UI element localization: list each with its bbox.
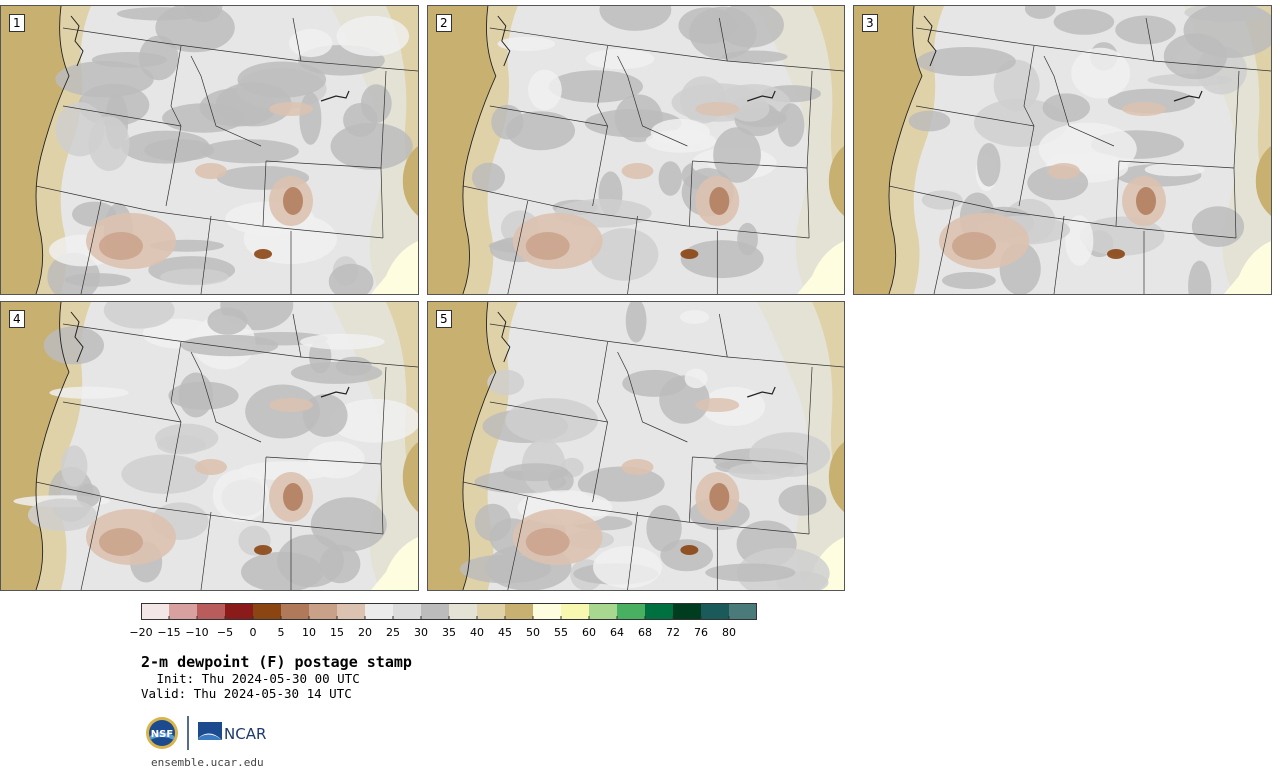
- colorbar-swatch: [337, 603, 365, 620]
- dewpoint-map: [854, 6, 1271, 294]
- colorbar-swatch: [477, 603, 505, 620]
- nsf-logo-icon: NSF: [146, 717, 178, 749]
- logos: NSF NCAR: [144, 714, 274, 752]
- website-url: ensemble.ucar.edu: [151, 756, 264, 769]
- colorbar-tick-label: 80: [722, 626, 736, 639]
- colorbar-swatch: [197, 603, 225, 620]
- colorbar: [141, 603, 757, 620]
- colorbar-swatch: [701, 603, 729, 620]
- colorbar-swatch: [225, 603, 253, 620]
- member-number-label: 4: [9, 310, 25, 328]
- colorbar-swatch: [533, 603, 561, 620]
- colorbar-swatch: [645, 603, 673, 620]
- colorbar-swatch: [449, 603, 477, 620]
- colorbar-tick-label: −10: [185, 626, 209, 639]
- colorbar-tick-label: 68: [638, 626, 652, 639]
- ncar-logo-icon: NCAR: [198, 722, 266, 743]
- colorbar-tick-label: 30: [414, 626, 428, 639]
- init-time: Init: Thu 2024-05-30 00 UTC: [149, 671, 360, 686]
- colorbar-tick-label: 10: [302, 626, 316, 639]
- colorbar-tick-label: −5: [216, 626, 234, 639]
- colorbar-tick-label: 15: [330, 626, 344, 639]
- ensemble-member-panel: 5: [427, 301, 845, 591]
- colorbar-tick-label: 40: [470, 626, 484, 639]
- colorbar-tick-label: −15: [157, 626, 181, 639]
- dewpoint-map: [1, 302, 418, 590]
- colorbar-tick-label: 64: [610, 626, 624, 639]
- colorbar-tick-label: 60: [582, 626, 596, 639]
- member-number-label: 1: [9, 14, 25, 32]
- colorbar-tick-label: 50: [526, 626, 540, 639]
- ensemble-member-panel: 2: [427, 5, 845, 295]
- colorbar-tick-label: 72: [666, 626, 680, 639]
- colorbar-tick-label: 5: [277, 626, 285, 639]
- svg-text:NSF: NSF: [151, 729, 173, 740]
- colorbar-tick-label: 35: [442, 626, 456, 639]
- colorbar-swatch: [617, 603, 645, 620]
- member-number-label: 2: [436, 14, 452, 32]
- colorbar-swatch: [309, 603, 337, 620]
- colorbar-tick-label: 0: [249, 626, 257, 639]
- colorbar-tick-labels: −20 −15 −10 −5 0 5 10 15 20 25 30 35 40 45 50 55 60 64 68 7…: [129, 626, 781, 640]
- figure-title: 2-m dewpoint (F) postage stamp: [141, 653, 412, 671]
- colorbar-swatch: [505, 603, 533, 620]
- colorbar-swatch: [729, 603, 757, 620]
- member-number-label: 5: [436, 310, 452, 328]
- ensemble-member-panel: 3: [853, 5, 1272, 295]
- colorbar-tick-label: 20: [358, 626, 372, 639]
- ensemble-member-panel: 4: [0, 301, 419, 591]
- colorbar-swatch: [253, 603, 281, 620]
- dewpoint-map: [1, 6, 418, 294]
- colorbar-swatch: [281, 603, 309, 620]
- colorbar-swatch: [673, 603, 701, 620]
- colorbar-swatch: [561, 603, 589, 620]
- valid-time: Valid: Thu 2024-05-30 14 UTC: [141, 686, 352, 701]
- colorbar-tick-label: 25: [386, 626, 400, 639]
- dewpoint-map: [428, 6, 844, 294]
- dewpoint-map: [428, 302, 844, 590]
- colorbar-swatch: [169, 603, 197, 620]
- colorbar-swatch: [421, 603, 449, 620]
- colorbar-tick-label: −20: [129, 626, 153, 639]
- member-number-label: 3: [862, 14, 878, 32]
- colorbar-tick-label: 45: [498, 626, 512, 639]
- colorbar-tick-label: 55: [554, 626, 568, 639]
- svg-text:NCAR: NCAR: [224, 725, 266, 743]
- colorbar-tick-label: 76: [694, 626, 708, 639]
- colorbar-swatch: [365, 603, 393, 620]
- colorbar-swatch: [141, 603, 169, 620]
- colorbar-swatch: [589, 603, 617, 620]
- colorbar-swatch: [393, 603, 421, 620]
- ensemble-member-panel: 1: [0, 5, 419, 295]
